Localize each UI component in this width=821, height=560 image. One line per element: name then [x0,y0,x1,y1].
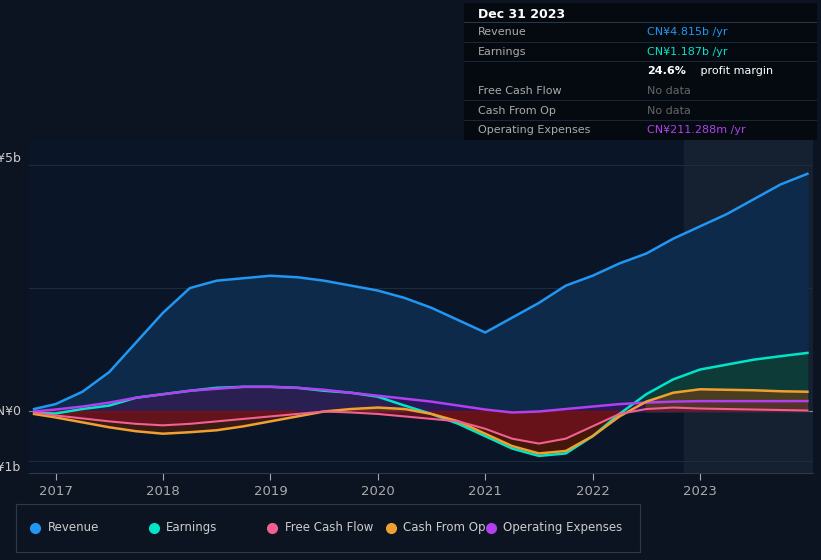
Text: CN¥211.288m /yr: CN¥211.288m /yr [648,125,746,135]
Text: Free Cash Flow: Free Cash Flow [478,86,562,96]
Text: CN¥4.815b /yr: CN¥4.815b /yr [648,27,728,37]
Text: Free Cash Flow: Free Cash Flow [285,521,373,534]
Text: 24.6%: 24.6% [648,67,686,76]
Bar [684,140,813,473]
Text: profit margin: profit margin [697,67,773,76]
Text: Cash From Op: Cash From Op [403,521,486,534]
Text: Revenue: Revenue [48,521,99,534]
Text: No data: No data [648,106,691,115]
Text: CN¥1.187b /yr: CN¥1.187b /yr [648,47,728,57]
Text: No data: No data [648,86,691,96]
Text: Operating Expenses: Operating Expenses [478,125,590,135]
Text: Earnings: Earnings [478,47,526,57]
Text: Operating Expenses: Operating Expenses [503,521,622,534]
Text: Revenue: Revenue [478,27,527,37]
Text: Cash From Op: Cash From Op [478,106,556,115]
Text: Dec 31 2023: Dec 31 2023 [478,8,565,21]
Text: CN¥5b: CN¥5b [0,152,21,165]
Text: Earnings: Earnings [166,521,218,534]
Text: CN¥0: CN¥0 [0,405,21,418]
Text: -CN¥1b: -CN¥1b [0,461,21,474]
